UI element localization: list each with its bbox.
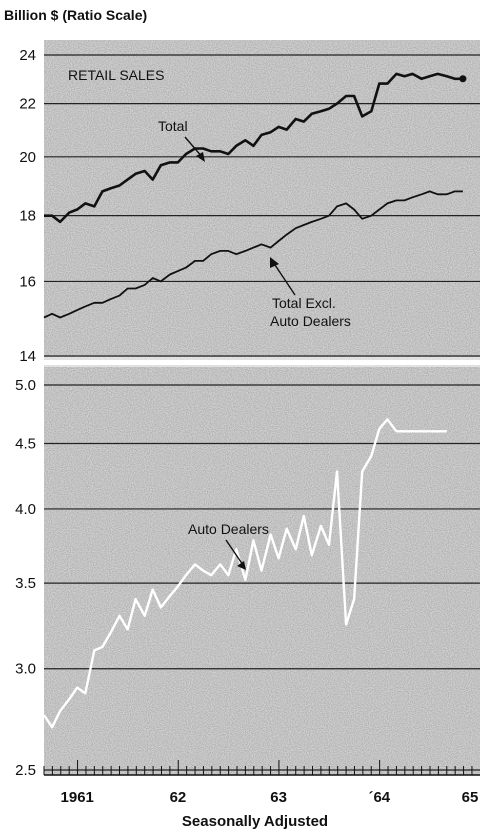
grid-lines — [44, 54, 480, 771]
x-axis-note: Seasonally Adjusted — [182, 813, 328, 830]
y-tick-label: 4.0 — [15, 501, 36, 518]
annotation-arrow-excl — [272, 261, 296, 296]
top-panel-texture — [44, 40, 480, 360]
chart-title: RETAIL SALES — [68, 67, 164, 83]
series-end-marker — [459, 75, 467, 83]
x-tick-label: 63 — [270, 789, 287, 806]
series-lines — [42, 72, 467, 729]
y-tick-label: 14 — [19, 348, 36, 365]
y-axis-unit-label: Billion $ (Ratio Scale) — [4, 7, 147, 23]
arrowhead — [196, 152, 205, 162]
y-tick-label: 4.5 — [15, 436, 36, 453]
y-tick-label: 3.5 — [15, 575, 36, 592]
tick-labels: 14 16 18 20 22 24 2.5 3.0 3.5 4.0 4.5 5.0 — [15, 47, 36, 779]
annotation-total-excl-line2: Auto Dealers — [270, 313, 351, 329]
y-tick-label: 24 — [19, 47, 36, 64]
arrowhead — [237, 561, 246, 570]
annotation-auto-dealers: Auto Dealers — [188, 521, 269, 537]
series-line-total-excl-auto-dealers — [43, 190, 463, 319]
y-tick-label: 5.0 — [15, 377, 36, 394]
y-tick-label: 3.0 — [15, 661, 36, 678]
series-line-auto-dealers — [42, 418, 447, 729]
arrowhead — [270, 257, 279, 268]
panel-separator — [44, 357, 480, 367]
annotation-total-excl-line1: Total Excl. — [272, 295, 336, 311]
y-tick-label: 2.5 — [15, 762, 36, 779]
y-tick-label: 18 — [19, 208, 36, 225]
x-axis: 1961 62 63 ´64 65 — [43, 760, 480, 806]
annotation-total: Total — [158, 118, 188, 134]
x-tick-label: 62 — [170, 789, 187, 806]
y-tick-label: 16 — [19, 273, 36, 290]
x-tick-label: ´64 — [368, 789, 390, 806]
series-line-total — [44, 72, 463, 224]
y-tick-label: 20 — [19, 149, 36, 166]
y-tick-label: 22 — [19, 96, 36, 113]
annotation-arrow-auto — [225, 539, 244, 566]
annotations: RETAIL SALES Total Total Excl. Auto Dealers… — [68, 67, 351, 570]
x-tick-label: 1961 — [61, 789, 94, 806]
x-tick-label: 65 — [462, 789, 479, 806]
